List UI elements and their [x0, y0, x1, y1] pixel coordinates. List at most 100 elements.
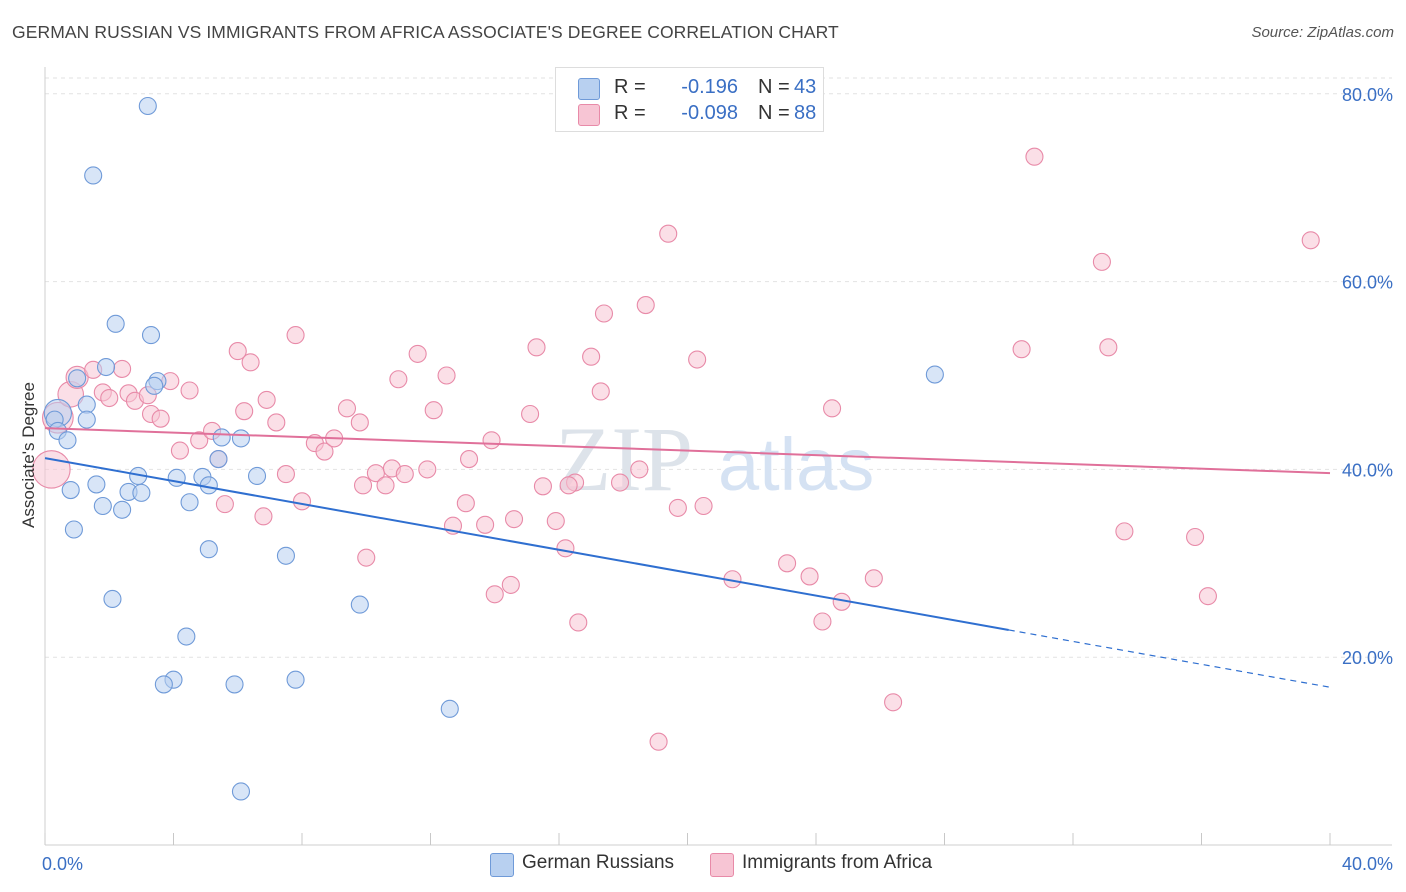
- immigrants-from-africa-point: [286, 326, 305, 345]
- immigrants-from-africa-point: [813, 612, 832, 631]
- immigrants-from-africa-point: [276, 465, 295, 484]
- german-russians-point: [225, 675, 244, 694]
- immigrants-from-africa-point: [350, 413, 369, 432]
- immigrants-from-africa-point: [267, 413, 286, 432]
- german-russians-point: [77, 410, 96, 429]
- legend-swatch-blue: [490, 853, 514, 877]
- german-russians-point: [93, 496, 112, 516]
- immigrants-from-africa-point: [241, 353, 260, 372]
- immigrants-from-africa-point: [170, 441, 189, 460]
- german-russians-point: [141, 326, 161, 345]
- immigrants-from-africa-point: [1012, 340, 1031, 359]
- german-russians-point: [231, 782, 251, 801]
- x-tick-label: 0.0%: [42, 854, 83, 874]
- immigrants-from-africa-point: [694, 496, 713, 516]
- german-russians-point: [350, 595, 369, 614]
- immigrants-from-africa-point: [228, 342, 247, 361]
- german-russians-point: [180, 493, 199, 512]
- immigrants-from-africa-point: [659, 224, 678, 243]
- legend-r-label: R =: [614, 102, 646, 124]
- german-russians-point: [61, 480, 80, 500]
- immigrants-from-africa-point: [1301, 231, 1320, 250]
- immigrants-from-africa-point: [408, 344, 427, 363]
- legend-r-value: -0.196: [681, 76, 738, 98]
- immigrants-from-africa-point: [315, 442, 334, 461]
- source-credit: Source: ZipAtlas.com: [1251, 24, 1394, 41]
- immigrants-from-africa-point: [456, 494, 475, 513]
- legend-n-value: 88: [794, 102, 817, 124]
- immigrants-from-africa-point: [594, 304, 614, 323]
- immigrants-from-africa-point: [884, 693, 903, 712]
- immigrants-from-africa-point: [668, 498, 687, 517]
- immigrants-from-africa-point: [800, 567, 819, 586]
- immigrants-from-africa-point: [559, 476, 578, 495]
- y-tick-label: 20.0%: [1342, 648, 1393, 668]
- immigrants-from-africa-point: [215, 495, 234, 514]
- trend-line-german-russians-extension: [1008, 629, 1331, 688]
- german-russians-point: [154, 675, 173, 694]
- german-russians-point: [440, 699, 459, 718]
- watermark-zip: ZIP: [555, 408, 693, 510]
- tick-labels: 20.0% 40.0% 60.0% 80.0% 0.0% 40.0%: [42, 85, 1393, 874]
- german-russians-point: [87, 475, 106, 494]
- german-russians-point: [925, 365, 944, 384]
- legend-label: German Russians: [522, 852, 675, 873]
- chart-title: GERMAN RUSSIAN VS IMMIGRANTS FROM AFRICA…: [12, 22, 839, 42]
- immigrants-from-africa-point: [1198, 587, 1217, 606]
- legend-n-value: 43: [794, 76, 817, 98]
- immigrants-from-africa-point: [546, 511, 565, 531]
- german-russians-point: [247, 466, 267, 486]
- immigrants-from-africa-point: [395, 465, 414, 484]
- german-russians-point: [132, 483, 151, 502]
- immigrants-from-africa-point: [688, 350, 707, 369]
- immigrants-from-africa-point: [100, 388, 119, 408]
- correlation-legend: R = -0.196 N = 43 R = -0.098 N = 88: [555, 67, 824, 132]
- immigrants-from-africa-point: [482, 431, 501, 450]
- german-russians-point: [103, 589, 122, 609]
- immigrants-from-africa-point: [778, 554, 797, 573]
- legend-swatch-pink: [710, 853, 734, 877]
- immigrants-from-africa-point: [257, 390, 276, 409]
- german-russians-point: [177, 627, 196, 646]
- trend-line-german-russians: [44, 457, 1009, 631]
- y-tick-label: 40.0%: [1342, 460, 1393, 480]
- immigrants-from-africa-point: [235, 402, 254, 421]
- immigrants-from-africa-point: [1115, 522, 1134, 541]
- immigrants-from-africa-point: [389, 370, 408, 389]
- immigrants-from-africa-point: [1025, 147, 1044, 166]
- immigrants-from-africa-point: [1099, 338, 1118, 357]
- immigrants-from-africa-point: [424, 401, 443, 420]
- legend-label: Immigrants from Africa: [742, 852, 933, 873]
- immigrants-from-africa-point: [527, 338, 546, 357]
- immigrants-from-africa-point: [151, 409, 170, 428]
- immigrants-from-africa-point: [630, 460, 649, 479]
- immigrants-from-africa-point: [459, 450, 479, 469]
- trend-line-immigrants-from-africa: [44, 427, 1331, 475]
- german-russians-point: [68, 369, 87, 388]
- immigrants-from-africa-point: [610, 473, 630, 492]
- german-russians-point: [286, 670, 305, 689]
- immigrants-from-africa-point: [254, 507, 273, 526]
- immigrants-from-africa-point: [504, 510, 524, 529]
- german-russians-point: [199, 540, 218, 559]
- legend-n-label: N =: [758, 76, 790, 98]
- y-tick-label: 80.0%: [1342, 85, 1393, 105]
- german-russians-point: [145, 376, 164, 395]
- immigrants-from-africa-point: [353, 476, 373, 495]
- y-tick-label: 60.0%: [1342, 273, 1393, 293]
- german-russians-point: [231, 429, 251, 448]
- german-russians-point: [209, 450, 228, 469]
- german-russians-point: [138, 96, 157, 116]
- immigrants-from-africa-point: [357, 548, 376, 567]
- immigrants-from-africa-point: [1186, 527, 1205, 547]
- legend-r-label: R =: [614, 76, 646, 98]
- immigrants-from-africa-point: [418, 460, 437, 479]
- german-russians-point: [77, 395, 96, 414]
- german-russians-point: [96, 357, 116, 377]
- legend-swatch-pink: [578, 104, 600, 126]
- legend-n-label: N =: [758, 102, 790, 124]
- german-russians-point: [276, 546, 295, 565]
- trend-lines: [44, 427, 1331, 688]
- legend-r-value: -0.098: [681, 102, 738, 124]
